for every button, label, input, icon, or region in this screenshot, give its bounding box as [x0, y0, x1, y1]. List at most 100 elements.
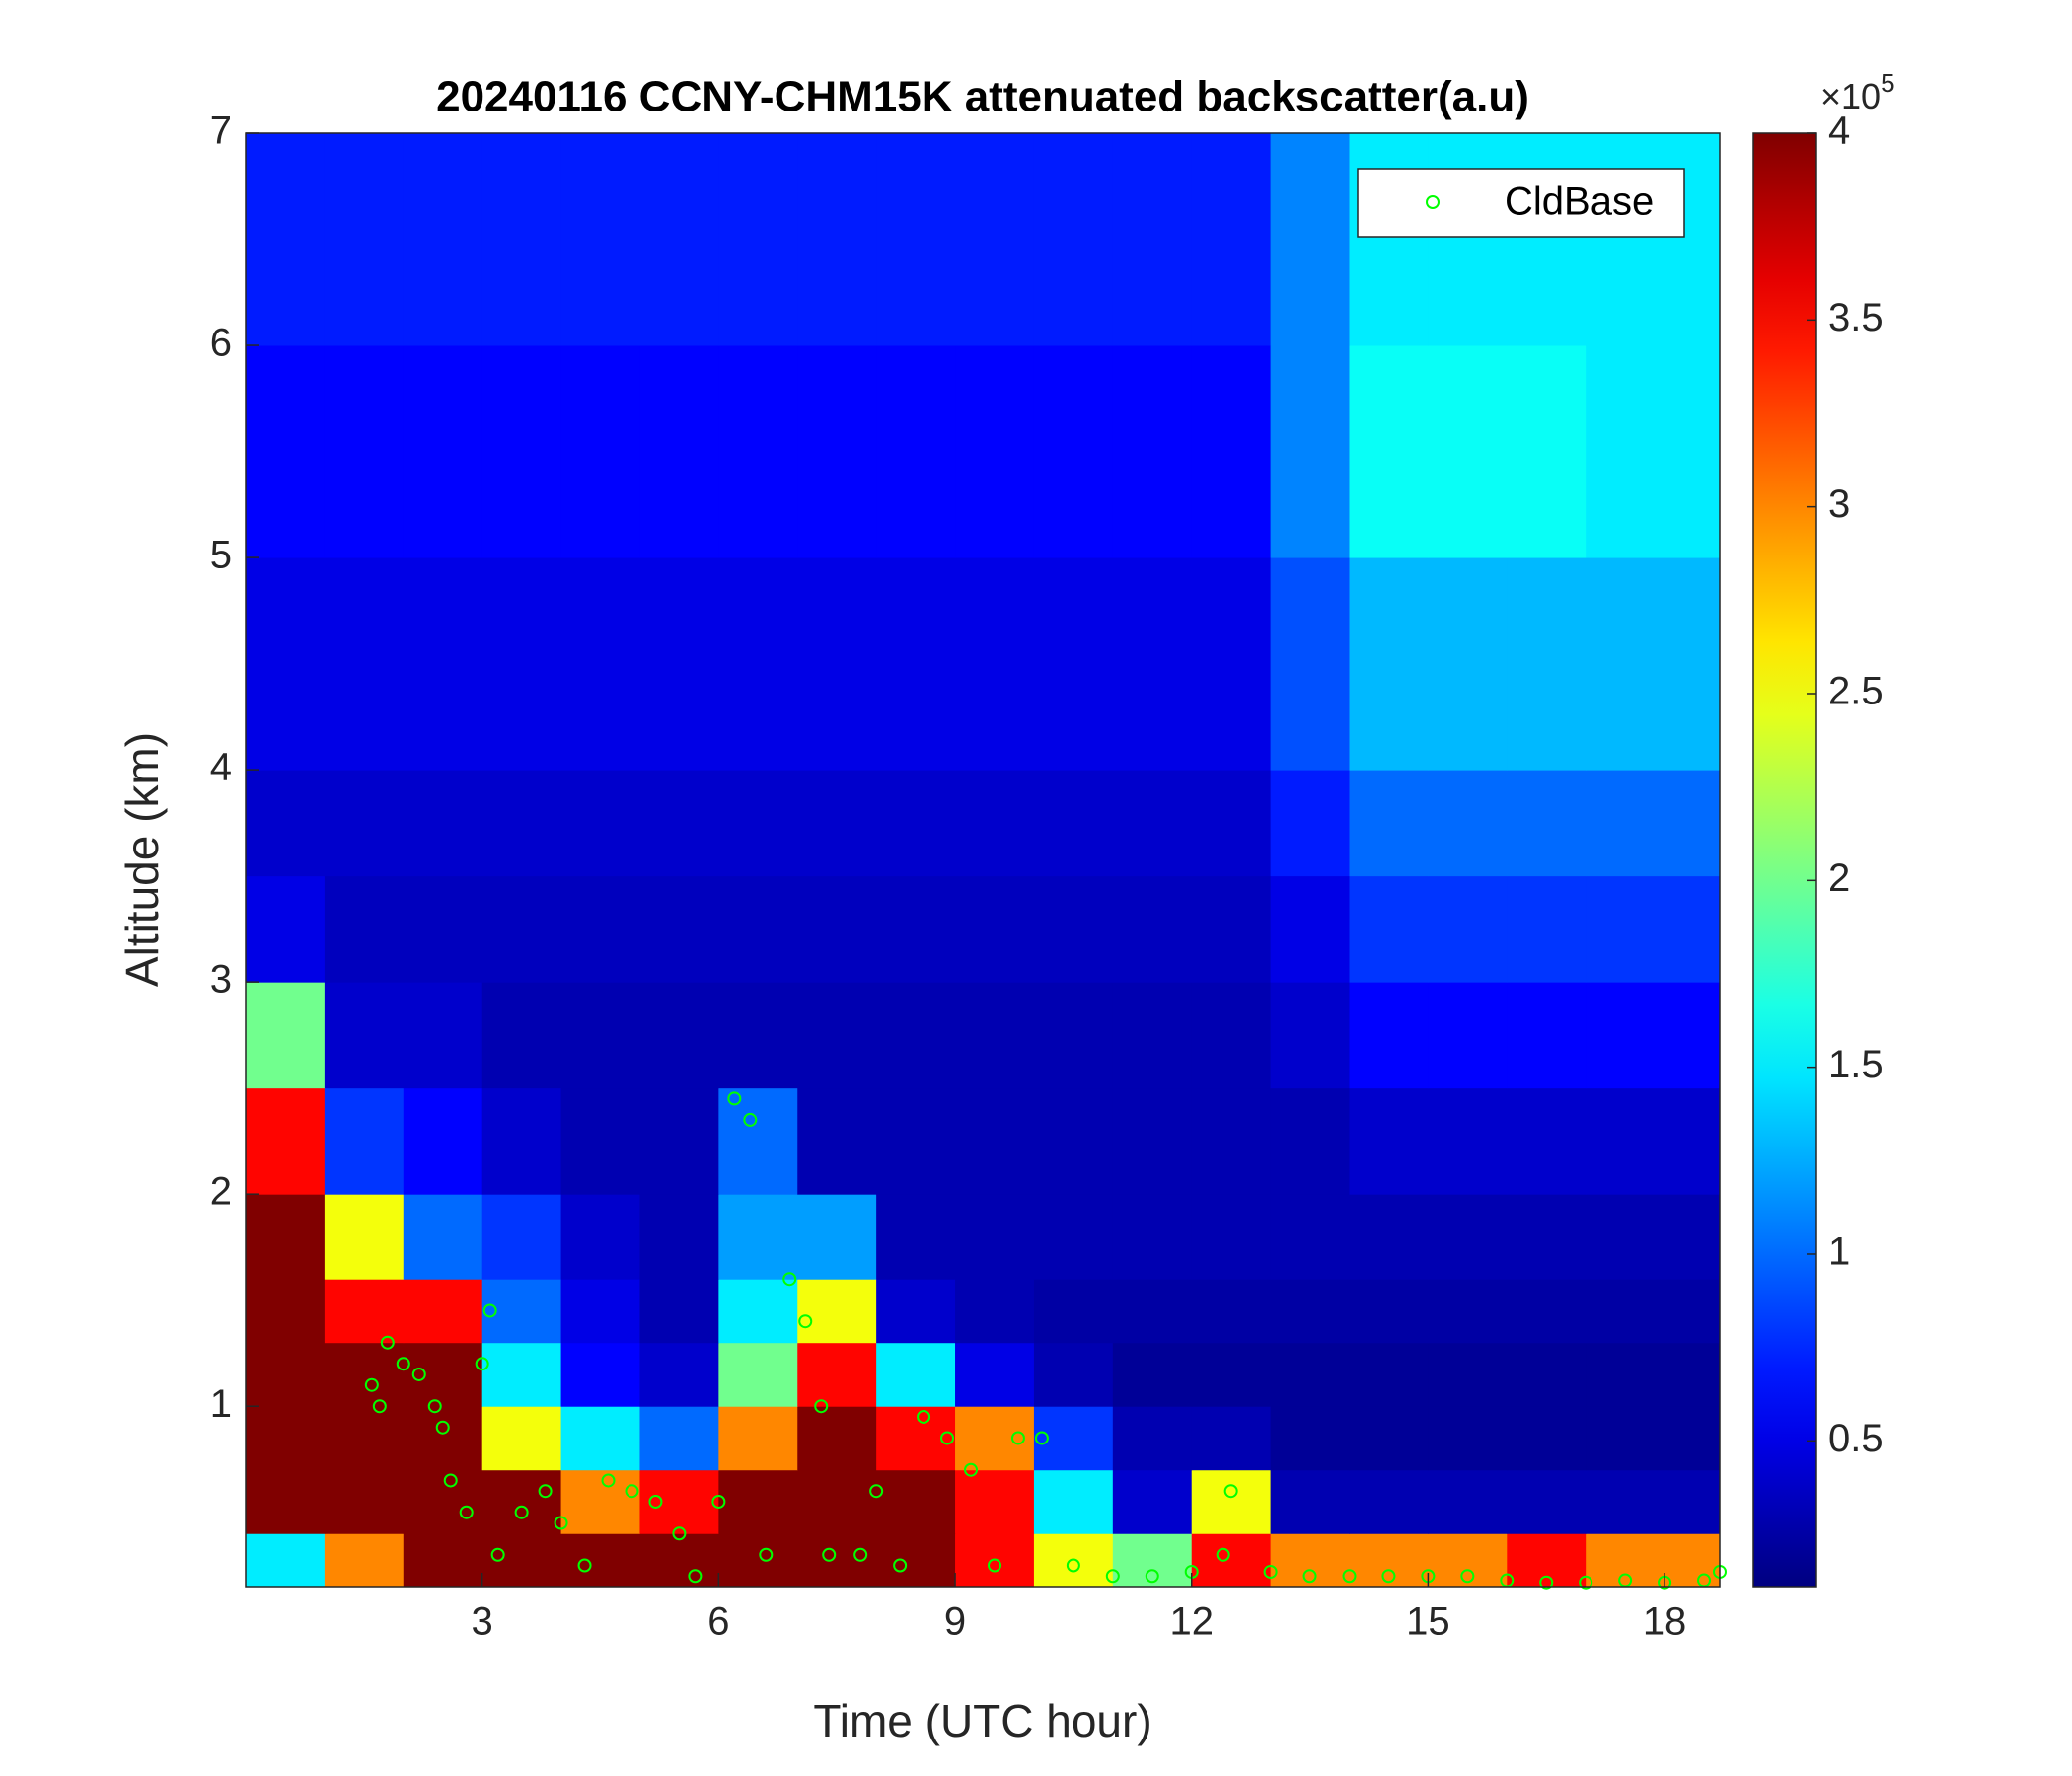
heatmap-cell — [1586, 770, 1665, 877]
heatmap-cell — [1349, 557, 1429, 771]
heatmap-cell — [403, 1469, 483, 1534]
heatmap-cell — [1112, 982, 1193, 1089]
heatmap-cell — [246, 345, 326, 558]
cloud-base-point — [940, 1431, 955, 1445]
x-tick-label: 6 — [707, 1600, 729, 1644]
heatmap-cell — [718, 770, 798, 877]
heatmap-cell — [1270, 557, 1351, 771]
x-tick-label: 18 — [1643, 1600, 1687, 1644]
cloud-base-point — [853, 1547, 868, 1562]
heatmap-cell — [324, 1406, 405, 1471]
cloud-base-point — [577, 1558, 592, 1573]
colorbar-tick-label: 3.5 — [1828, 296, 1884, 339]
cloud-base-point — [475, 1357, 489, 1371]
y-tick-label: 3 — [210, 958, 232, 1001]
cloud-base-point — [1579, 1575, 1593, 1590]
heatmap-cell — [403, 1533, 483, 1588]
cloud-base-point — [743, 1112, 758, 1127]
heatmap-cell — [1349, 133, 1429, 346]
heatmap-cell — [639, 1279, 719, 1344]
colorbar-tick-label: 2.5 — [1828, 670, 1884, 713]
heatmap-cell — [1349, 1087, 1429, 1195]
heatmap-cell — [955, 1406, 1035, 1471]
heatmap-cell — [797, 875, 877, 983]
heatmap-cell — [1428, 875, 1508, 983]
cloud-base-point — [514, 1505, 529, 1519]
heatmap-cell — [1270, 770, 1351, 877]
cloud-base-point — [798, 1314, 813, 1329]
heatmap-cell — [1507, 1279, 1587, 1344]
y-tick-label: 7 — [210, 110, 232, 153]
heatmap-cell — [1191, 345, 1272, 558]
heatmap-cell — [1349, 345, 1429, 558]
heatmap-cell — [797, 345, 877, 558]
heatmap-cell — [1270, 345, 1351, 558]
cloud-base-point — [1302, 1569, 1317, 1584]
heatmap-cell — [718, 1279, 798, 1344]
heatmap-cell — [1665, 1469, 1721, 1534]
heatmap-cell — [560, 1533, 640, 1588]
heatmap-cell — [718, 1533, 798, 1588]
heatmap-cell — [876, 1469, 956, 1534]
heatmap-cell — [718, 1469, 798, 1534]
heatmap-cell — [324, 1279, 405, 1344]
cloud-base-point — [1460, 1569, 1475, 1584]
heatmap-cell — [1112, 875, 1193, 983]
heatmap-cell — [1191, 875, 1272, 983]
y-axis-label: Altitude (km) — [116, 732, 168, 987]
heatmap-cell — [1507, 133, 1587, 346]
heatmap-cell — [1428, 133, 1508, 346]
heatmap-cell — [1270, 1342, 1351, 1407]
heatmap-cell — [560, 1469, 640, 1534]
heatmap-cell — [403, 1406, 483, 1471]
heatmap-cell — [1586, 1342, 1665, 1407]
cloud-base-point — [814, 1399, 829, 1414]
heatmap-cell — [246, 1279, 326, 1344]
heatmap-cell — [797, 1406, 877, 1471]
heatmap-cell — [955, 557, 1035, 771]
heatmap-cell — [1507, 875, 1587, 983]
heatmap-cell — [481, 133, 562, 346]
heatmap-cell — [1665, 1406, 1721, 1471]
heatmap-cell — [1112, 133, 1193, 346]
heatmap-cell — [403, 770, 483, 877]
heatmap-cell — [797, 133, 877, 346]
heatmap-cell — [324, 345, 405, 558]
heatmap-cell — [1112, 1533, 1193, 1588]
heatmap-cell — [403, 1342, 483, 1407]
heatmap-cell — [403, 345, 483, 558]
cloud-base-point — [1010, 1431, 1025, 1445]
cloud-base-point — [1223, 1484, 1238, 1499]
heatmap-cell — [246, 875, 326, 983]
heatmap-cell — [1191, 770, 1272, 877]
heatmap-cell — [1112, 1469, 1193, 1534]
heatmap-cell — [639, 133, 719, 346]
heatmap-cell — [1507, 557, 1587, 771]
heatmap-cell — [481, 770, 562, 877]
colorbar-exponent: 5 — [1881, 68, 1894, 98]
colorbar — [1752, 132, 1817, 1588]
cloud-base-point — [987, 1558, 1001, 1573]
heatmap-cell — [1191, 1469, 1272, 1534]
heatmap-cell — [324, 1194, 405, 1280]
heatmap-cell — [639, 557, 719, 771]
heatmap-cell — [797, 1087, 877, 1195]
cloud-base-point — [538, 1484, 553, 1499]
heatmap-cell — [639, 875, 719, 983]
heatmap-cell — [1507, 1194, 1587, 1280]
heatmap-cell — [1270, 1406, 1351, 1471]
heatmap-cell — [718, 982, 798, 1089]
cloud-base-point — [396, 1357, 410, 1371]
colorbar-multiplier: ×10 — [1820, 76, 1881, 116]
heatmap-cell — [1112, 1087, 1193, 1195]
cloud-base-point — [364, 1377, 379, 1392]
heatmap-cell — [1428, 557, 1508, 771]
chart-title: 20240116 CCNY-CHM15K attenuated backscat… — [436, 73, 1529, 121]
heatmap-cell — [1191, 1194, 1272, 1280]
heatmap-cell — [955, 875, 1035, 983]
heatmap-cell — [639, 770, 719, 877]
cloud-base-point — [380, 1335, 395, 1350]
heatmap-cell — [1586, 557, 1665, 771]
heatmap-cell — [718, 1406, 798, 1471]
